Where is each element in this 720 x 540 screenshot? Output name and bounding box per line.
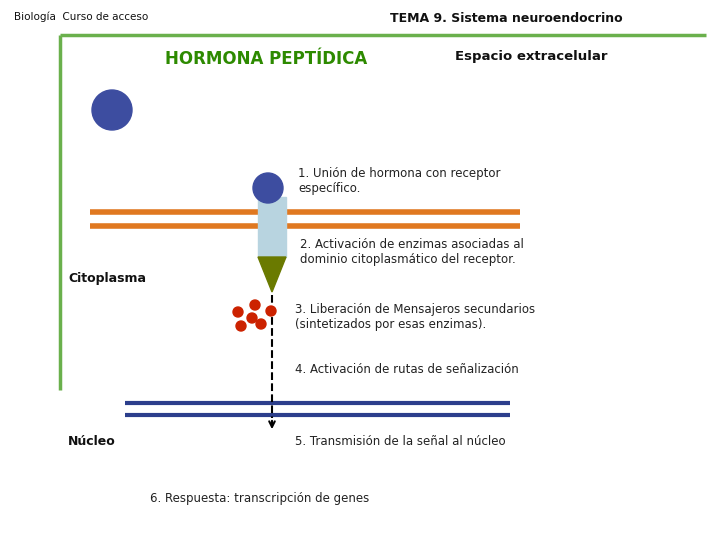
Text: 6. Respuesta: transcripción de genes: 6. Respuesta: transcripción de genes xyxy=(150,492,369,505)
Circle shape xyxy=(253,173,283,203)
Circle shape xyxy=(256,319,266,329)
Text: 1. Unión de hormona con receptor
específico.: 1. Unión de hormona con receptor específ… xyxy=(298,167,500,195)
Text: Espacio extracelular: Espacio extracelular xyxy=(455,50,608,63)
Circle shape xyxy=(233,307,243,317)
Circle shape xyxy=(92,90,132,130)
Bar xyxy=(258,197,286,257)
Polygon shape xyxy=(258,257,286,292)
Text: 4. Activación de rutas de señalización: 4. Activación de rutas de señalización xyxy=(295,363,518,376)
Text: Citoplasma: Citoplasma xyxy=(68,272,146,285)
Text: 2. Activación de enzimas asociadas al
dominio citoplasmático del receptor.: 2. Activación de enzimas asociadas al do… xyxy=(300,238,524,266)
Text: Núcleo: Núcleo xyxy=(68,435,116,448)
Circle shape xyxy=(250,300,260,310)
Circle shape xyxy=(247,313,257,323)
Text: 5. Transmisión de la señal al núcleo: 5. Transmisión de la señal al núcleo xyxy=(295,435,505,448)
Circle shape xyxy=(236,321,246,331)
Text: TEMA 9. Sistema neuroendocrino: TEMA 9. Sistema neuroendocrino xyxy=(390,12,623,25)
Text: Biología  Curso de acceso: Biología Curso de acceso xyxy=(14,12,148,23)
Text: 3. Liberación de Mensajeros secundarios
(sintetizados por esas enzimas).: 3. Liberación de Mensajeros secundarios … xyxy=(295,303,535,331)
Text: HORMONA PEPTÍDICA: HORMONA PEPTÍDICA xyxy=(165,50,367,68)
Circle shape xyxy=(266,306,276,316)
